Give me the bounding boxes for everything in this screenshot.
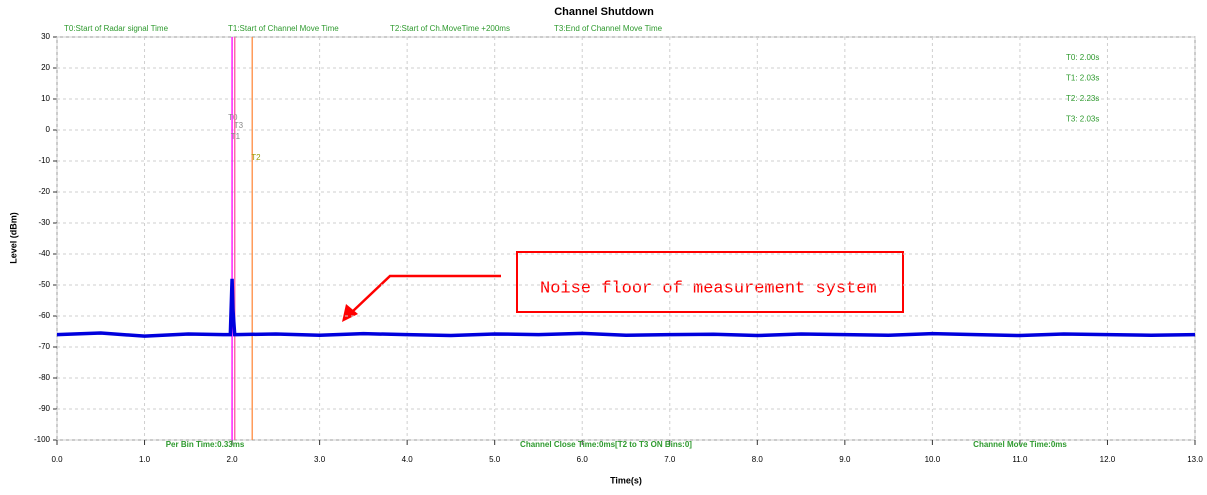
x-tick-label: 0.0 bbox=[51, 455, 63, 464]
marker-label: T1 bbox=[231, 132, 241, 141]
y-tick-label: -100 bbox=[34, 435, 51, 444]
x-tick-label: 2.0 bbox=[227, 455, 239, 464]
marker-legend: T0:Start of Radar signal Time bbox=[64, 24, 169, 33]
marker-label: T0 bbox=[228, 113, 238, 122]
marker-label: T3 bbox=[234, 121, 244, 130]
x-tick-label: 5.0 bbox=[489, 455, 501, 464]
marker-readout: T2: 2.23s bbox=[1066, 94, 1099, 103]
x-tick-label: 12.0 bbox=[1100, 455, 1116, 464]
annotation: Noise floor of measurement system bbox=[540, 279, 877, 298]
x-tick-label: 6.0 bbox=[577, 455, 589, 464]
marker-label: T2 bbox=[251, 153, 261, 162]
y-tick-label: -50 bbox=[38, 280, 50, 289]
marker-readout: T3: 2.03s bbox=[1066, 115, 1099, 124]
footer-info: Per Bin Time:0.33ms bbox=[166, 440, 245, 449]
y-tick-label: -80 bbox=[38, 373, 50, 382]
x-tick-label: 4.0 bbox=[402, 455, 414, 464]
x-tick-label: 9.0 bbox=[839, 455, 851, 464]
y-tick-label: 20 bbox=[41, 63, 50, 72]
x-tick-label: 1.0 bbox=[139, 455, 151, 464]
marker-legend: T3:End of Channel Move Time bbox=[554, 24, 663, 33]
y-tick-label: 10 bbox=[41, 94, 50, 103]
marker-legend: T1:Start of Channel Move Time bbox=[228, 24, 339, 33]
y-tick-label: -70 bbox=[38, 342, 50, 351]
y-tick-label: 30 bbox=[41, 32, 50, 41]
series-line bbox=[56, 278, 1196, 338]
marker-readout: T1: 2.03s bbox=[1066, 74, 1099, 83]
marker-readout: T0: 2.00s bbox=[1066, 53, 1099, 62]
x-axis-label: Time(s) bbox=[610, 475, 642, 485]
marker-legend: T2:Start of Ch.MoveTime +200ms bbox=[390, 24, 510, 33]
x-tick-label: 11.0 bbox=[1012, 455, 1028, 464]
arrow-head bbox=[342, 304, 358, 322]
x-tick-label: 8.0 bbox=[752, 455, 764, 464]
y-tick-label: -90 bbox=[38, 404, 50, 413]
plot-area bbox=[56, 36, 1196, 441]
x-tick-label: 7.0 bbox=[664, 455, 676, 464]
y-tick-label: 0 bbox=[46, 125, 51, 134]
annotation-box bbox=[516, 251, 904, 313]
y-tick-label: -40 bbox=[38, 249, 50, 258]
y-tick-label: -30 bbox=[38, 218, 50, 227]
x-tick-label: 3.0 bbox=[314, 455, 326, 464]
x-tick-label: 10.0 bbox=[925, 455, 941, 464]
annotation-arrow bbox=[351, 274, 501, 313]
y-tick-label: -20 bbox=[38, 187, 50, 196]
x-tick-label: 13.0 bbox=[1187, 455, 1203, 464]
y-tick-label: -60 bbox=[38, 311, 50, 320]
footer-info: Channel Move Time:0ms bbox=[973, 440, 1067, 449]
footer-info: Channel Close Time:0ms[T2 to T3 ON Bins:… bbox=[520, 440, 692, 449]
y-axis-label: Level (dBm) bbox=[8, 212, 18, 264]
chart-title: Channel Shutdown bbox=[554, 6, 654, 18]
y-tick-label: -10 bbox=[38, 156, 50, 165]
